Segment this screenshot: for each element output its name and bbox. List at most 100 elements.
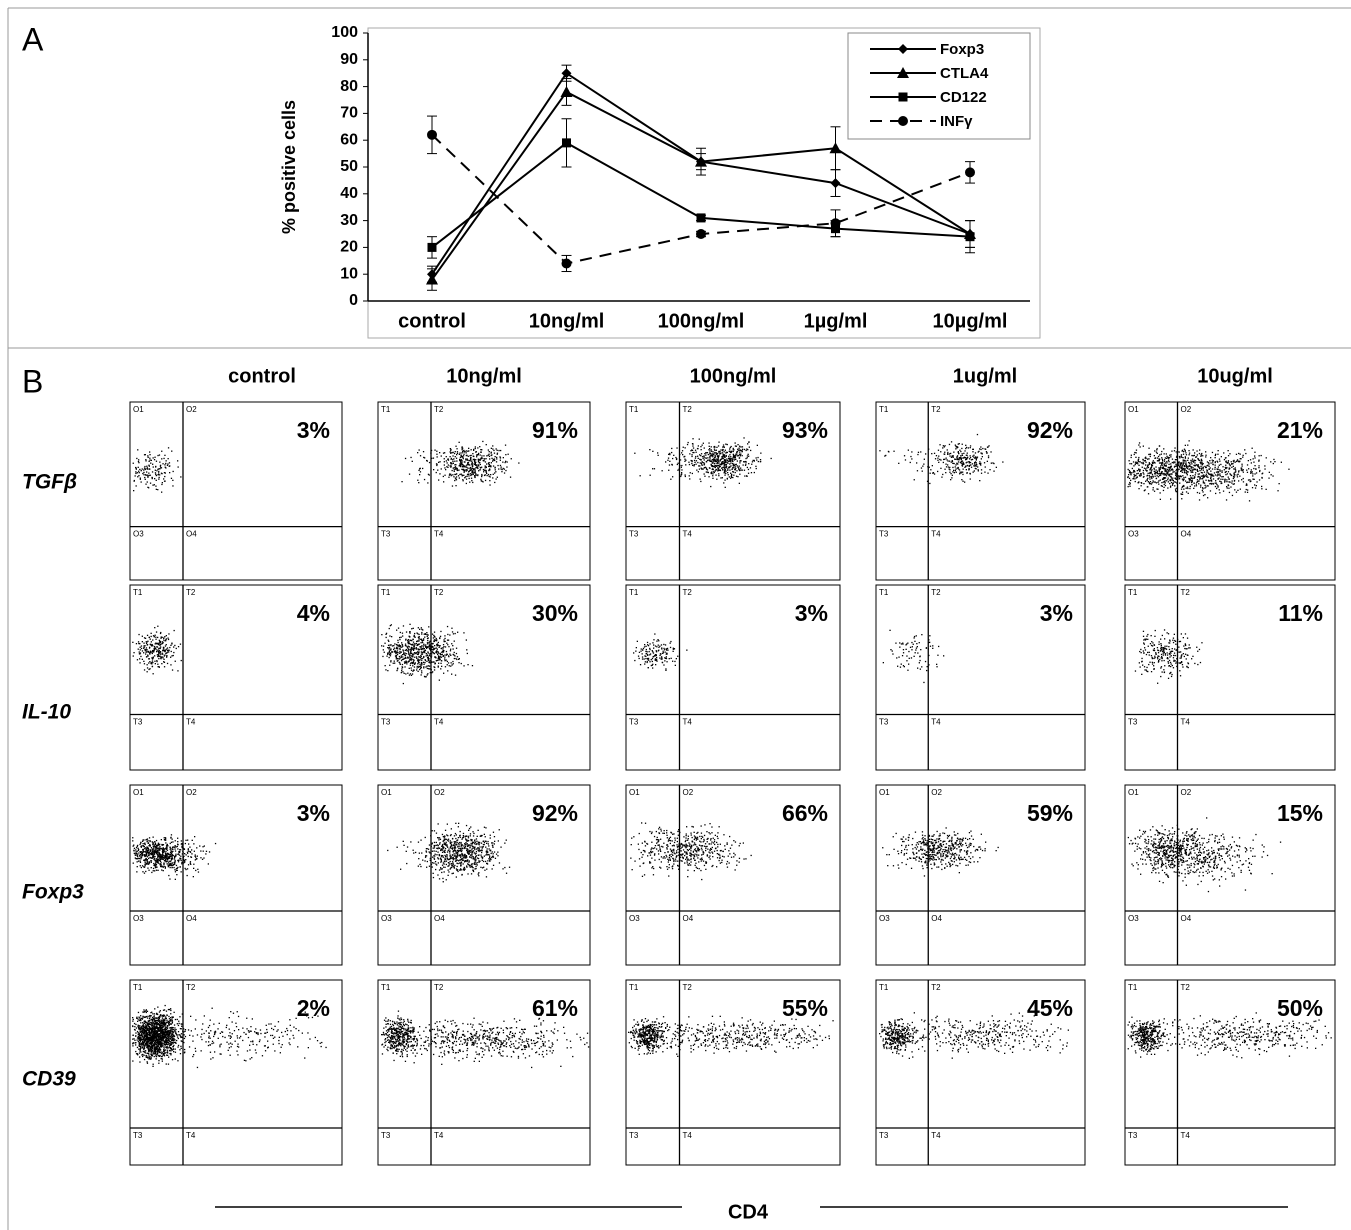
event-dot	[1179, 469, 1180, 470]
event-dot	[421, 651, 422, 652]
event-dot	[133, 850, 134, 851]
event-dot	[158, 468, 159, 469]
event-dot	[959, 473, 960, 474]
event-dot	[649, 661, 650, 662]
event-dot	[162, 463, 163, 464]
event-dot	[170, 657, 171, 658]
event-dot	[685, 464, 686, 465]
event-dot	[156, 858, 157, 859]
event-dot	[938, 646, 939, 647]
event-dot	[474, 470, 475, 471]
event-dot	[179, 855, 180, 856]
event-dot	[444, 467, 445, 468]
event-dot	[1156, 478, 1157, 479]
event-dot	[462, 456, 463, 457]
event-dot	[146, 651, 147, 652]
event-dot	[155, 639, 156, 640]
event-dot	[662, 662, 663, 663]
event-dot	[490, 474, 491, 475]
event-dot	[175, 845, 176, 846]
event-dot	[1200, 456, 1201, 457]
quadrant-label: T4	[186, 718, 196, 727]
event-dot	[975, 461, 976, 462]
event-dot	[410, 655, 411, 656]
event-dot	[208, 863, 209, 864]
event-dot	[662, 653, 663, 654]
event-dot	[165, 650, 166, 651]
event-dot	[1262, 473, 1263, 474]
event-dot	[470, 457, 471, 458]
event-dot	[1201, 453, 1202, 454]
event-dot	[739, 458, 740, 459]
event-dot	[1157, 460, 1158, 461]
event-dot	[1187, 460, 1188, 461]
event-dot	[184, 853, 185, 854]
event-dot	[155, 866, 156, 867]
event-dot	[720, 453, 721, 454]
marker	[696, 229, 706, 239]
event-dot	[1218, 479, 1219, 480]
event-dot	[421, 674, 422, 675]
event-dot	[413, 636, 414, 637]
percent-label: 3%	[297, 417, 330, 443]
event-dot	[417, 645, 418, 646]
event-dot	[925, 661, 926, 662]
event-dot	[676, 459, 677, 460]
event-dot	[444, 461, 445, 462]
event-dot	[434, 645, 435, 646]
event-dot	[892, 653, 893, 654]
event-dot	[1196, 485, 1197, 486]
event-dot	[159, 849, 160, 850]
event-dot	[134, 481, 135, 482]
event-dot	[702, 461, 703, 462]
event-dot	[409, 655, 410, 656]
event-dot	[165, 866, 166, 867]
event-dot	[385, 634, 386, 635]
event-dot	[976, 464, 977, 465]
event-dot	[1205, 486, 1206, 487]
event-dot	[1141, 658, 1142, 659]
event-dot	[421, 670, 422, 671]
event-dot	[449, 665, 450, 666]
event-dot	[1151, 635, 1152, 636]
event-dot	[1225, 457, 1226, 458]
event-dot	[972, 449, 973, 450]
event-dot	[749, 447, 750, 448]
event-dot	[879, 450, 880, 451]
event-dot	[733, 454, 734, 455]
event-dot	[957, 447, 958, 448]
event-dot	[951, 441, 952, 442]
event-dot	[1145, 457, 1146, 458]
event-dot	[740, 450, 741, 451]
event-dot	[161, 663, 162, 664]
event-dot	[133, 490, 134, 491]
percent-label: 92%	[1027, 417, 1073, 443]
event-dot	[438, 659, 439, 660]
event-dot	[917, 470, 918, 471]
event-dot	[504, 472, 505, 473]
event-dot	[1180, 658, 1181, 659]
event-dot	[655, 655, 656, 656]
event-dot	[1151, 470, 1152, 471]
event-dot	[748, 456, 749, 457]
event-dot	[646, 653, 647, 654]
event-dot	[1208, 466, 1209, 467]
event-dot	[1237, 460, 1238, 461]
event-dot	[1186, 482, 1187, 483]
event-dot	[446, 456, 447, 457]
event-dot	[689, 475, 690, 476]
column-header: 10ng/ml	[446, 365, 522, 387]
event-dot	[202, 846, 203, 847]
event-dot	[947, 464, 948, 465]
event-dot	[147, 635, 148, 636]
x-tick-label: 10µg/ml	[933, 310, 1008, 332]
event-dot	[1129, 486, 1130, 487]
event-dot	[422, 652, 423, 653]
event-dot	[487, 475, 488, 476]
event-dot	[171, 478, 172, 479]
event-dot	[420, 655, 421, 656]
event-dot	[447, 626, 448, 627]
event-dot	[496, 461, 497, 462]
event-dot	[712, 473, 713, 474]
event-dot	[453, 452, 454, 453]
